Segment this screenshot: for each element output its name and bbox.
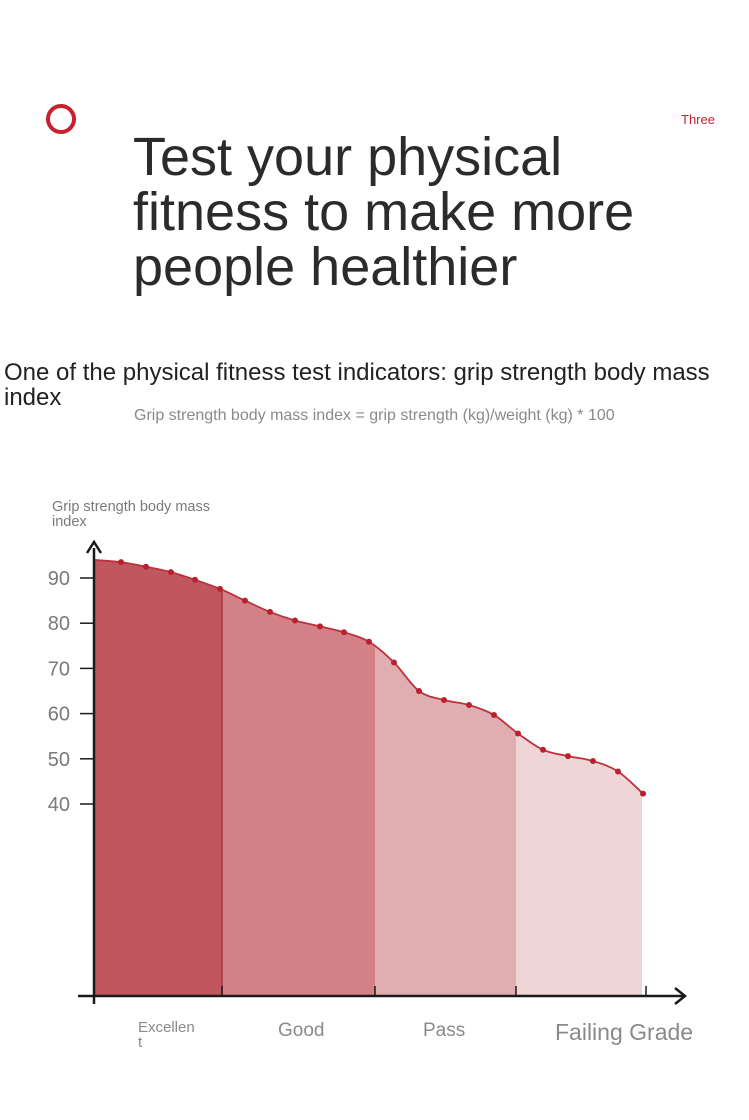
y-tick-label: 60 <box>48 704 70 726</box>
data-point <box>391 659 397 666</box>
band-pass <box>375 559 516 996</box>
band-failing-grade <box>516 559 642 996</box>
data-point <box>341 629 347 636</box>
data-point <box>590 758 596 765</box>
y-axis-arrow <box>85 539 103 554</box>
y-tick-label: 90 <box>48 568 70 590</box>
data-point <box>366 638 372 645</box>
category-label-pass: Pass <box>423 1020 466 1041</box>
brand-ring-icon <box>46 104 76 134</box>
data-point <box>317 623 323 630</box>
data-point <box>515 730 521 737</box>
data-point <box>168 569 174 576</box>
page-title: Test your physical fitness to make more … <box>133 127 635 297</box>
y-tick-label: 80 <box>48 613 70 635</box>
category-label-excellent: Excellent <box>138 1019 195 1051</box>
y-axis-title: Grip strength body mass index <box>52 499 210 530</box>
data-point <box>143 563 149 570</box>
category-label-failing-grade: Failing Grade <box>555 1019 694 1045</box>
data-point <box>491 711 497 718</box>
data-point <box>217 585 223 592</box>
data-point <box>565 753 571 760</box>
area-bands <box>94 559 642 996</box>
formula-text: Grip strength body mass index = grip str… <box>134 407 615 424</box>
y-tick-label: 40 <box>48 794 70 816</box>
x-axis-arrow <box>674 987 688 1005</box>
page-number: Three <box>681 112 715 127</box>
data-point <box>466 702 472 709</box>
section-subtitle: One of the physical fitness test indicat… <box>4 359 710 411</box>
data-point <box>292 617 298 624</box>
band-good <box>222 559 375 996</box>
y-tick-label: 70 <box>48 658 70 680</box>
y-tick-label: 50 <box>48 749 70 771</box>
data-point <box>118 559 124 566</box>
data-point <box>192 576 198 583</box>
data-point <box>640 790 646 797</box>
data-point <box>615 768 621 775</box>
data-point <box>540 746 546 753</box>
data-point <box>441 697 447 704</box>
data-point <box>267 608 273 615</box>
data-point <box>416 688 422 694</box>
band-excellent <box>94 559 222 996</box>
data-point <box>242 597 248 604</box>
category-label-good: Good <box>278 1020 325 1041</box>
